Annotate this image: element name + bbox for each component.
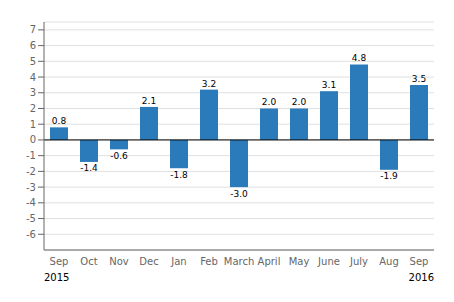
- svg-text:7: 7: [30, 24, 36, 35]
- svg-text:3.5: 3.5: [412, 74, 426, 84]
- svg-text:-3: -3: [26, 182, 36, 193]
- svg-text:1: 1: [30, 119, 36, 130]
- svg-text:-2: -2: [26, 166, 36, 177]
- svg-text:Aug: Aug: [379, 256, 399, 267]
- svg-text:-5: -5: [26, 213, 36, 224]
- svg-text:Oct: Oct: [80, 256, 97, 267]
- svg-text:0.8: 0.8: [52, 116, 67, 126]
- svg-text:-3.0: -3.0: [230, 189, 248, 199]
- svg-text:4.8: 4.8: [352, 53, 367, 63]
- svg-text:0: 0: [30, 134, 36, 145]
- svg-text:-1: -1: [26, 150, 36, 161]
- svg-text:Sep: Sep: [410, 256, 429, 267]
- svg-text:Jan: Jan: [170, 256, 186, 267]
- svg-text:May: May: [289, 256, 310, 267]
- svg-text:-0.6: -0.6: [110, 151, 128, 161]
- svg-text:Sep: Sep: [50, 256, 69, 267]
- svg-text:July: July: [349, 256, 368, 267]
- svg-text:2.0: 2.0: [292, 97, 307, 107]
- svg-text:June: June: [317, 256, 340, 267]
- html-text:2015: 2015: [44, 272, 70, 283]
- svg-text:2: 2: [30, 103, 36, 114]
- svg-text:-1.8: -1.8: [170, 170, 188, 180]
- svg-text:5: 5: [30, 56, 36, 67]
- svg-text:-1.9: -1.9: [380, 171, 398, 181]
- svg-text:Dec: Dec: [139, 256, 158, 267]
- svg-text:3.2: 3.2: [202, 79, 216, 89]
- svg-text:Feb: Feb: [200, 256, 218, 267]
- svg-text:-6: -6: [26, 229, 36, 240]
- svg-text:April: April: [258, 256, 281, 267]
- svg-text:3.1: 3.1: [322, 80, 336, 90]
- svg-text:Nov: Nov: [109, 256, 129, 267]
- svg-text:4: 4: [30, 72, 36, 83]
- svg-text:-4: -4: [26, 197, 36, 208]
- svg-text:-1.4: -1.4: [80, 163, 98, 173]
- svg-text:6: 6: [30, 40, 36, 51]
- svg-text:3: 3: [30, 87, 36, 98]
- svg-text:2.1: 2.1: [142, 96, 156, 106]
- svg-text:2.0: 2.0: [262, 97, 277, 107]
- svg-text:March: March: [224, 256, 254, 267]
- html-text:2016: 2016: [408, 272, 434, 283]
